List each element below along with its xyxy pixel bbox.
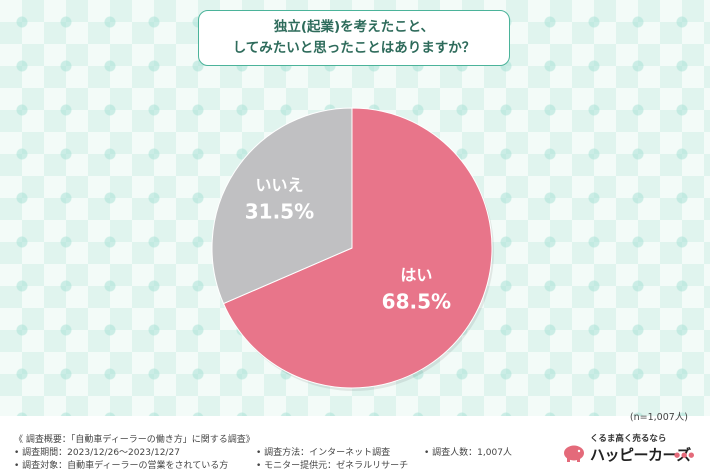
chart-title-box: 独立(起業)を考えたこと、 してみたいと思ったことはありますか？ — [198, 10, 510, 66]
monitor-provider: • モニター提供元：ゼネラルリサーチ — [256, 461, 409, 471]
slice-label-1: いいえ — [255, 175, 303, 194]
slice-value-1: 31.5% — [245, 199, 314, 223]
brand-logo: くるま高く売るなら ハッピーカーズ ●●● — [562, 430, 702, 470]
survey-overview: 《 調査概要：「自動車ディーラーの働き方」に関する調査》 — [14, 435, 255, 445]
sample-size-label: (n=1,007人) — [629, 412, 688, 423]
brand-dots: ●●● — [674, 451, 696, 459]
survey-target: • 調査対象：自動車ディーラーの営業をされている方 — [14, 461, 229, 471]
chart-title-line-2: してみたいと思ったことはありますか？ — [232, 40, 476, 56]
slice-label-0: はい — [400, 265, 432, 284]
pie-slice-1 — [211, 107, 353, 305]
survey-period: • 調査期間：2023/12/26〜2023/12/27 — [14, 448, 180, 458]
footer-panel — [0, 416, 710, 474]
slice-value-0: 68.5% — [382, 289, 451, 313]
survey-count: • 調査人数：1,007人 — [424, 448, 512, 458]
brand-name: ハッピーカーズ — [590, 446, 691, 464]
brand-tagline: くるま高く売るなら — [590, 434, 667, 444]
pie-slice-0 — [222, 107, 493, 389]
chart-title-line-1: 独立(起業)を考えたこと、 — [273, 19, 435, 35]
survey-method: • 調査方法：インターネット調査 — [256, 448, 391, 458]
piggy-bank-icon — [564, 445, 584, 462]
